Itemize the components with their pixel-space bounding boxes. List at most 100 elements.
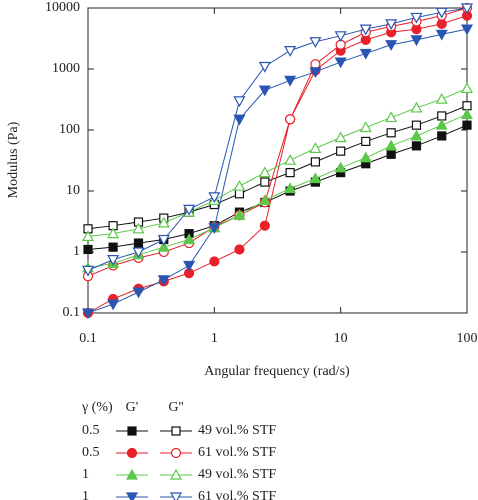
data-point	[310, 157, 321, 167]
data-point	[233, 96, 246, 108]
data-point	[285, 114, 296, 125]
data-point	[334, 161, 347, 173]
series-line	[87, 7, 468, 277]
data-point	[460, 108, 474, 120]
data-point	[410, 35, 423, 47]
data-point	[157, 275, 170, 287]
data-point	[132, 287, 145, 299]
data-point	[435, 7, 448, 19]
data-point	[208, 223, 221, 234]
legend-strain: 0.5	[82, 423, 100, 438]
y-axis-label: Modulus (Pa)	[6, 121, 21, 198]
data-point	[234, 244, 245, 255]
y-tick-label: 10	[66, 183, 80, 198]
y-tick-label: 1000	[52, 61, 80, 76]
data-point	[284, 153, 297, 165]
legend-header: G'	[126, 400, 139, 415]
data-point	[108, 242, 118, 252]
data-point	[435, 29, 448, 41]
data-point	[157, 234, 170, 246]
series-line	[87, 7, 468, 271]
plot-frame	[87, 7, 468, 314]
data-point	[437, 111, 447, 121]
data-point	[359, 48, 372, 60]
data-point	[233, 179, 246, 191]
data-point	[336, 146, 346, 156]
legend-strain: 1	[82, 489, 89, 500]
legend-header: G''	[168, 400, 183, 415]
legend-header: γ (%)	[81, 400, 113, 415]
data-point	[234, 189, 245, 199]
legend-label: 49 vol.% STF	[198, 467, 276, 482]
data-point	[209, 256, 220, 267]
x-tick-label: 100	[457, 331, 478, 346]
legend-strain: 1	[82, 467, 89, 482]
x-axis-label: Angular frequency (rad/s)	[204, 364, 350, 379]
data-point	[133, 238, 144, 248]
data-point	[309, 142, 322, 153]
data-point	[81, 308, 95, 320]
data-point	[132, 247, 145, 259]
data-point	[435, 118, 448, 130]
data-point	[460, 24, 474, 36]
data-point	[157, 240, 170, 252]
data-point	[284, 75, 297, 87]
data-point	[208, 192, 221, 204]
data-point	[258, 194, 271, 206]
data-point	[284, 182, 297, 194]
data-point	[334, 31, 347, 43]
data-point	[411, 141, 422, 151]
legend-label: 49 vol.% STF	[198, 423, 276, 438]
data-point	[359, 121, 372, 133]
data-point	[309, 37, 322, 48]
data-point	[334, 57, 347, 69]
data-point	[462, 120, 472, 130]
legend-symbol	[125, 468, 139, 480]
legend-symbol	[169, 492, 183, 500]
x-tick-label: 10	[334, 331, 348, 346]
data-point	[183, 260, 196, 272]
data-point	[107, 255, 120, 266]
legend-symbol	[127, 426, 137, 436]
data-point	[260, 177, 270, 187]
data-point	[359, 24, 372, 36]
data-point	[359, 151, 372, 163]
legend-label: 61 vol.% STF	[198, 489, 276, 500]
y-tick-label: 1	[73, 244, 80, 259]
data-point	[437, 131, 447, 141]
series-line	[87, 15, 468, 314]
data-point	[183, 233, 196, 245]
legend-label: 61 vol.% STF	[198, 445, 276, 460]
data-point	[386, 149, 396, 159]
data-point	[334, 131, 347, 143]
y-tick-label: 100	[59, 122, 80, 137]
y-tick-label: 10000	[45, 0, 80, 15]
series-line	[87, 124, 468, 250]
data-point	[410, 101, 423, 113]
data-point	[83, 244, 93, 255]
data-point	[258, 61, 271, 73]
series-line	[87, 105, 468, 230]
data-point	[460, 82, 474, 94]
data-point	[385, 139, 398, 151]
data-point	[386, 128, 396, 138]
data-point	[107, 299, 120, 311]
series-line	[87, 87, 468, 237]
legend-symbol	[169, 468, 183, 480]
data-point	[81, 265, 95, 277]
data-point	[284, 46, 297, 57]
data-point	[309, 67, 322, 79]
legend-symbol	[126, 447, 138, 459]
data-point	[233, 114, 246, 126]
data-point	[285, 168, 295, 178]
data-point	[107, 227, 120, 239]
data-point	[81, 230, 95, 242]
legend-symbol	[171, 426, 181, 436]
data-point	[411, 120, 422, 130]
data-point	[309, 172, 322, 184]
data-point	[410, 12, 423, 24]
data-point	[183, 204, 196, 216]
x-tick-label: 0.1	[79, 331, 97, 346]
data-point	[385, 111, 398, 123]
